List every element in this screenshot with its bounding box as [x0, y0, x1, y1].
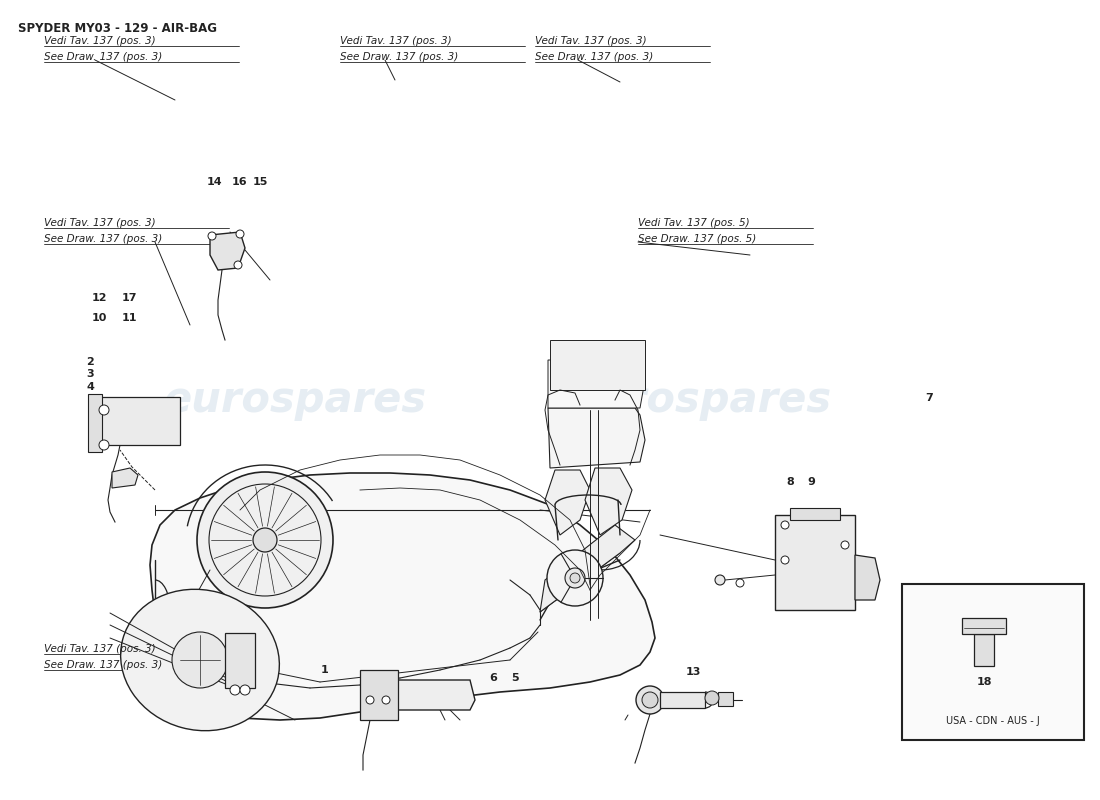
Polygon shape — [540, 525, 635, 612]
Text: eurospares: eurospares — [164, 379, 427, 421]
Text: 6: 6 — [488, 673, 497, 682]
Text: Vedi Tav. 137 (pos. 3): Vedi Tav. 137 (pos. 3) — [44, 36, 155, 46]
Bar — [790, 508, 840, 520]
Polygon shape — [544, 470, 590, 535]
Circle shape — [570, 573, 580, 583]
Bar — [226, 633, 255, 688]
Circle shape — [842, 541, 849, 549]
Text: See Draw. 137 (pos. 3): See Draw. 137 (pos. 3) — [340, 52, 459, 62]
Polygon shape — [150, 473, 654, 720]
Text: Vedi Tav. 137 (pos. 3): Vedi Tav. 137 (pos. 3) — [535, 36, 647, 46]
Polygon shape — [855, 555, 880, 600]
Text: Vedi Tav. 137 (pos. 3): Vedi Tav. 137 (pos. 3) — [340, 36, 452, 46]
Text: Vedi Tav. 137 (pos. 5): Vedi Tav. 137 (pos. 5) — [638, 218, 749, 228]
Text: 13: 13 — [685, 667, 701, 677]
Polygon shape — [961, 618, 1005, 634]
Circle shape — [208, 232, 216, 240]
Text: 18: 18 — [977, 677, 992, 686]
Text: 3: 3 — [87, 370, 94, 379]
Text: 15: 15 — [253, 178, 268, 187]
Circle shape — [240, 685, 250, 695]
Bar — [776, 515, 855, 610]
Circle shape — [736, 579, 744, 587]
Circle shape — [230, 685, 240, 695]
Ellipse shape — [121, 590, 279, 730]
Text: Vedi Tav. 137 (pos. 3): Vedi Tav. 137 (pos. 3) — [44, 218, 155, 228]
Text: See Draw. 137 (pos. 5): See Draw. 137 (pos. 5) — [638, 234, 757, 244]
Circle shape — [781, 521, 789, 529]
Circle shape — [642, 692, 658, 708]
Circle shape — [565, 568, 585, 588]
Bar — [718, 692, 733, 706]
Text: 7: 7 — [925, 393, 934, 402]
Polygon shape — [548, 408, 645, 468]
Text: See Draw. 137 (pos. 3): See Draw. 137 (pos. 3) — [44, 234, 163, 244]
Circle shape — [636, 686, 664, 714]
Circle shape — [99, 405, 109, 415]
Circle shape — [366, 696, 374, 704]
Bar — [100, 397, 180, 445]
Text: 1: 1 — [320, 666, 329, 675]
Text: 11: 11 — [122, 314, 138, 323]
Text: USA - CDN - AUS - J: USA - CDN - AUS - J — [946, 716, 1040, 726]
Text: 17: 17 — [122, 294, 138, 303]
Text: 5: 5 — [512, 673, 518, 682]
Circle shape — [172, 632, 228, 688]
Text: 14: 14 — [207, 178, 222, 187]
Bar — [660, 692, 705, 708]
Bar — [902, 584, 1084, 740]
Bar — [550, 340, 645, 390]
Text: 4: 4 — [86, 382, 95, 392]
Text: SPYDER MY03 - 129 - AIR-BAG: SPYDER MY03 - 129 - AIR-BAG — [18, 22, 217, 35]
Circle shape — [781, 556, 789, 564]
Text: See Draw. 137 (pos. 3): See Draw. 137 (pos. 3) — [535, 52, 653, 62]
Text: 2: 2 — [86, 357, 95, 366]
Polygon shape — [210, 232, 245, 270]
Polygon shape — [585, 468, 632, 535]
Text: eurospares: eurospares — [569, 379, 832, 421]
Circle shape — [715, 575, 725, 585]
Text: Vedi Tav. 137 (pos. 3): Vedi Tav. 137 (pos. 3) — [44, 644, 155, 654]
Text: 12: 12 — [91, 294, 107, 303]
Circle shape — [236, 230, 244, 238]
Text: 8: 8 — [785, 478, 794, 487]
Circle shape — [197, 472, 333, 608]
Circle shape — [253, 528, 277, 552]
Text: See Draw. 137 (pos. 3): See Draw. 137 (pos. 3) — [44, 52, 163, 62]
Text: 16: 16 — [232, 178, 248, 187]
Bar — [360, 670, 398, 720]
Bar — [88, 394, 102, 452]
Circle shape — [234, 261, 242, 269]
Polygon shape — [385, 680, 475, 710]
Circle shape — [705, 691, 719, 705]
Circle shape — [99, 440, 109, 450]
Polygon shape — [112, 468, 138, 488]
Text: See Draw. 137 (pos. 3): See Draw. 137 (pos. 3) — [44, 660, 163, 670]
Text: 10: 10 — [91, 314, 107, 323]
Polygon shape — [974, 634, 993, 666]
Text: 9: 9 — [807, 478, 816, 487]
Circle shape — [547, 550, 603, 606]
Circle shape — [382, 696, 390, 704]
Polygon shape — [548, 360, 645, 408]
